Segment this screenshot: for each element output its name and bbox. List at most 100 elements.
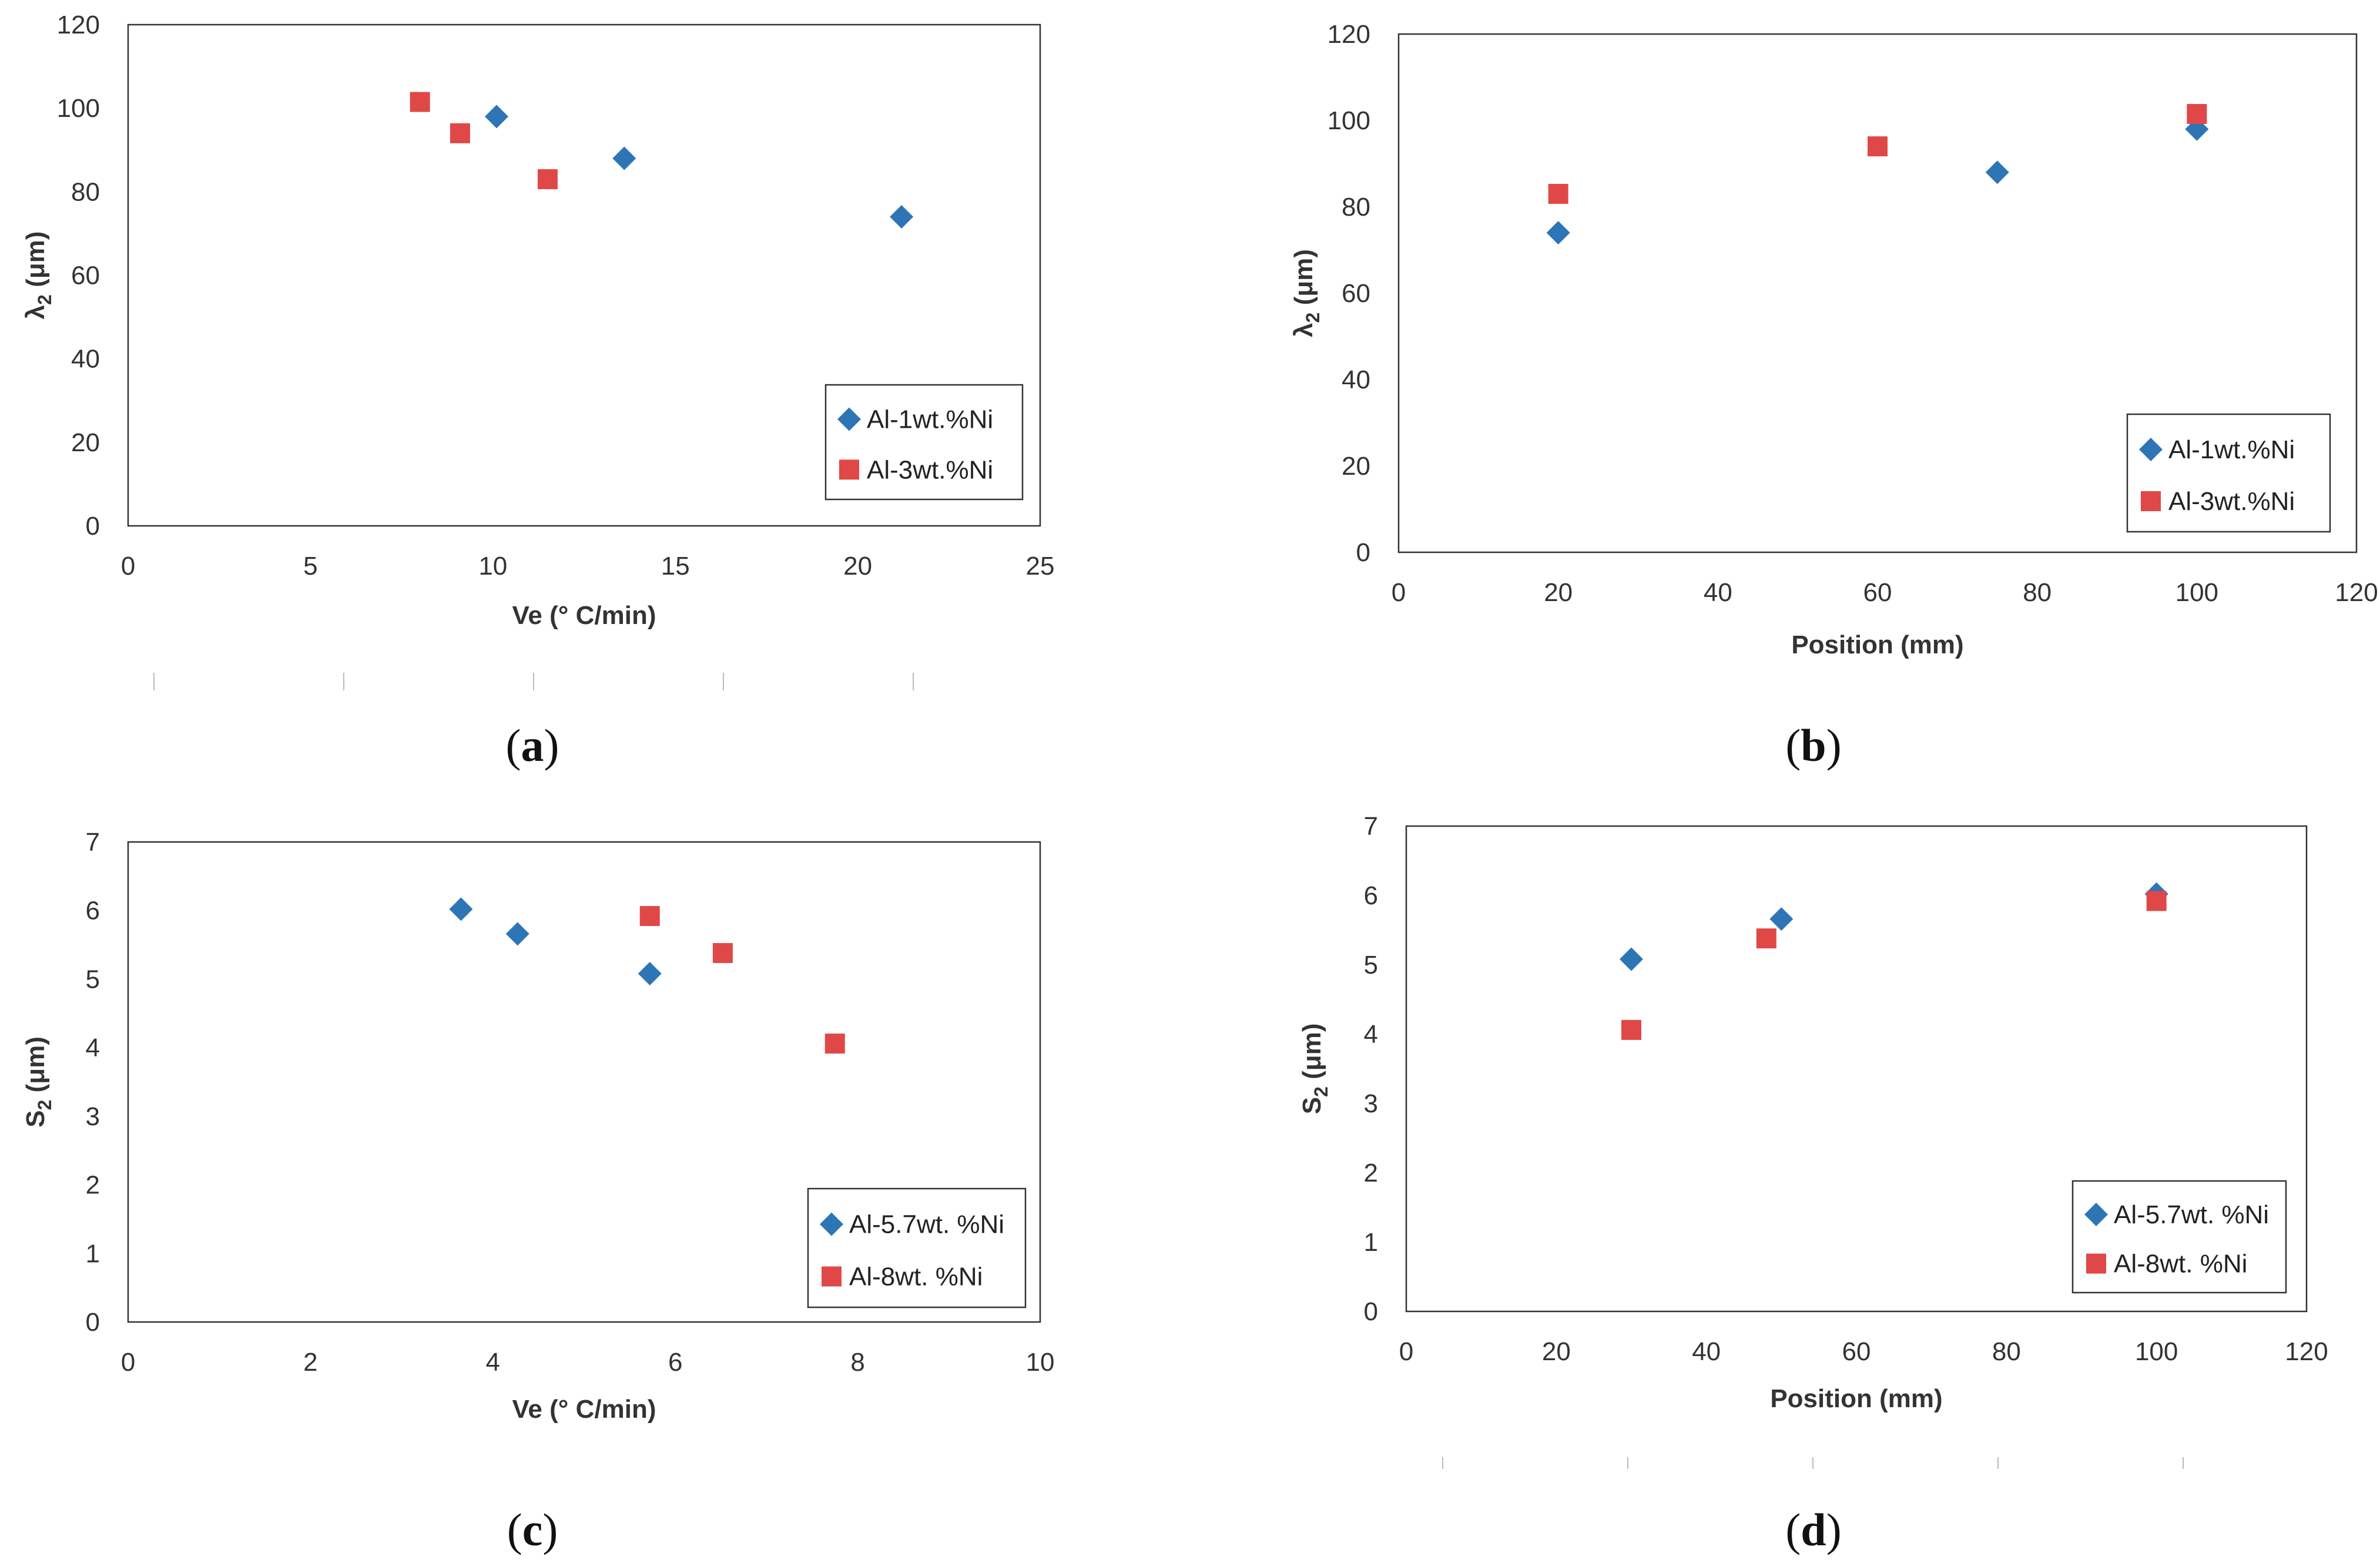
x-tick-label: 0	[121, 1348, 135, 1377]
x-tick-label: 5	[303, 552, 317, 581]
legend-marker	[2086, 1253, 2106, 1274]
x-tick-label: 0	[1392, 578, 1406, 607]
legend-label: Al-8wt. %Ni	[849, 1262, 983, 1291]
x-tick-label: 6	[668, 1348, 682, 1377]
y-tick-label: 0	[1364, 1297, 1378, 1326]
x-tick-label: 120	[2335, 578, 2378, 607]
caption-letter: a	[521, 720, 544, 771]
caption-paren-open: (	[1785, 1504, 1801, 1555]
x-tick-label: 8	[850, 1348, 864, 1377]
y-axis-title: λ2 (μm)	[1289, 249, 1323, 337]
data-point	[1621, 1019, 1641, 1040]
data-point	[1985, 160, 2009, 184]
y-axis-symbol: λ	[21, 305, 50, 319]
series-1	[449, 897, 662, 986]
series-2	[1621, 891, 2167, 1040]
data-point	[537, 169, 558, 190]
data-point	[1756, 928, 1776, 949]
series-2	[410, 92, 558, 190]
legend-marker	[820, 1212, 843, 1236]
y-tick-label: 20	[71, 428, 100, 457]
legend-marker	[822, 1266, 842, 1287]
legend-box	[807, 1187, 1027, 1308]
y-tick-label: 3	[86, 1102, 100, 1131]
caption-paren-close: )	[1826, 720, 1842, 771]
y-tick-label: 0	[86, 1308, 100, 1337]
data-point	[485, 105, 509, 129]
data-point	[2146, 891, 2167, 911]
y-tick-label: 40	[1342, 365, 1370, 394]
data-point	[639, 906, 660, 927]
y-tick-label: 7	[86, 828, 100, 857]
y-axis-unit: (μm)	[21, 1036, 50, 1100]
legend-marker	[839, 459, 859, 480]
y-tick-label: 60	[1342, 279, 1370, 308]
x-axis-title: Ve (° C/min)	[512, 601, 656, 630]
data-point	[1548, 183, 1568, 204]
x-tick-label: 60	[1842, 1337, 1871, 1366]
y-tick-label: 40	[71, 345, 100, 374]
x-tick-label: 60	[1863, 578, 1892, 607]
data-point	[1620, 947, 1643, 971]
x-tick-label: 100	[2175, 578, 2218, 607]
y-axis-unit: (μm)	[1289, 249, 1318, 313]
x-tick-label: 80	[2023, 578, 2052, 607]
x-axis-title: Position (mm)	[1791, 630, 1963, 659]
y-tick-label: 0	[86, 512, 100, 541]
y-tick-label: 80	[71, 177, 100, 206]
legend: Al-1wt.%Ni Al-3wt.%Ni	[2126, 413, 2331, 533]
panel-caption: (a)	[506, 720, 559, 771]
caption-letter: d	[1801, 1504, 1826, 1555]
y-tick-label: 4	[86, 1034, 100, 1062]
y-tick-label: 80	[1342, 193, 1370, 222]
x-tick-label: 10	[478, 552, 507, 581]
y-axis-unit: (μm)	[21, 231, 50, 295]
chart-panel-a: 0 20 40 60 80 100 120 0 5 10 15 20 25 Ve (° C/min) λ2 …	[21, 11, 1054, 771]
legend-label: Al-1wt.%Ni	[867, 405, 993, 434]
data-point	[824, 1034, 845, 1054]
y-tick-label: 2	[86, 1171, 100, 1200]
panel-caption: (d)	[1785, 1504, 1841, 1555]
x-tick-label: 0	[121, 552, 135, 581]
x-tick-label: 120	[2285, 1337, 2328, 1366]
data-point	[449, 897, 473, 921]
y-tick-label: 60	[71, 261, 100, 290]
y-tick-label: 20	[1342, 452, 1370, 481]
legend-label: Al-3wt.%Ni	[867, 455, 993, 484]
y-tick-label: 2	[1364, 1159, 1378, 1187]
x-tick-label: 2	[303, 1348, 317, 1377]
legend-label: Al-5.7wt. %Ni	[2114, 1200, 2269, 1229]
y-axis-symbol: S	[21, 1110, 50, 1128]
x-axis-title: Position (mm)	[1770, 1384, 1942, 1413]
legend: Al-1wt.%Ni Al-3wt.%Ni	[824, 384, 1024, 501]
x-tick-label: 0	[1399, 1337, 1413, 1366]
y-axis-subscript: 2	[34, 1100, 55, 1110]
data-point	[450, 123, 470, 143]
caption-paren-open: (	[506, 720, 521, 771]
y-tick-label: 120	[1328, 20, 1370, 49]
legend-marker	[837, 407, 861, 431]
data-point	[712, 943, 733, 964]
chart-panel-b: 0 20 40 60 80 100 120 0 20 40 60 80 100 120 Position (…	[1289, 20, 2378, 771]
legend-marker	[2141, 491, 2161, 511]
caption-letter: b	[1801, 720, 1826, 771]
data-point	[505, 922, 529, 946]
y-axis-subscript: 2	[1302, 313, 1323, 323]
y-axis-title: λ2 (μm)	[21, 231, 55, 320]
y-tick-label: 5	[1364, 951, 1378, 979]
caption-paren-close: )	[1826, 1504, 1842, 1555]
x-tick-label: 20	[843, 552, 872, 581]
series-1	[485, 105, 914, 229]
legend: Al-5.7wt. %Ni Al-8wt. %Ni	[2071, 1180, 2287, 1294]
y-axis-title: S2 (μm)	[1298, 1024, 1332, 1115]
data-point	[2187, 103, 2207, 124]
y-axis-symbol: λ	[1289, 323, 1318, 337]
caption-paren-open: (	[1785, 720, 1801, 771]
data-point	[1546, 221, 1570, 245]
y-tick-label: 6	[1364, 881, 1378, 910]
caption-paren-close: )	[544, 720, 559, 771]
legend-label: Al-5.7wt. %Ni	[849, 1210, 1004, 1239]
y-axis-title: S2 (μm)	[21, 1036, 55, 1128]
x-tick-label: 25	[1026, 552, 1055, 581]
